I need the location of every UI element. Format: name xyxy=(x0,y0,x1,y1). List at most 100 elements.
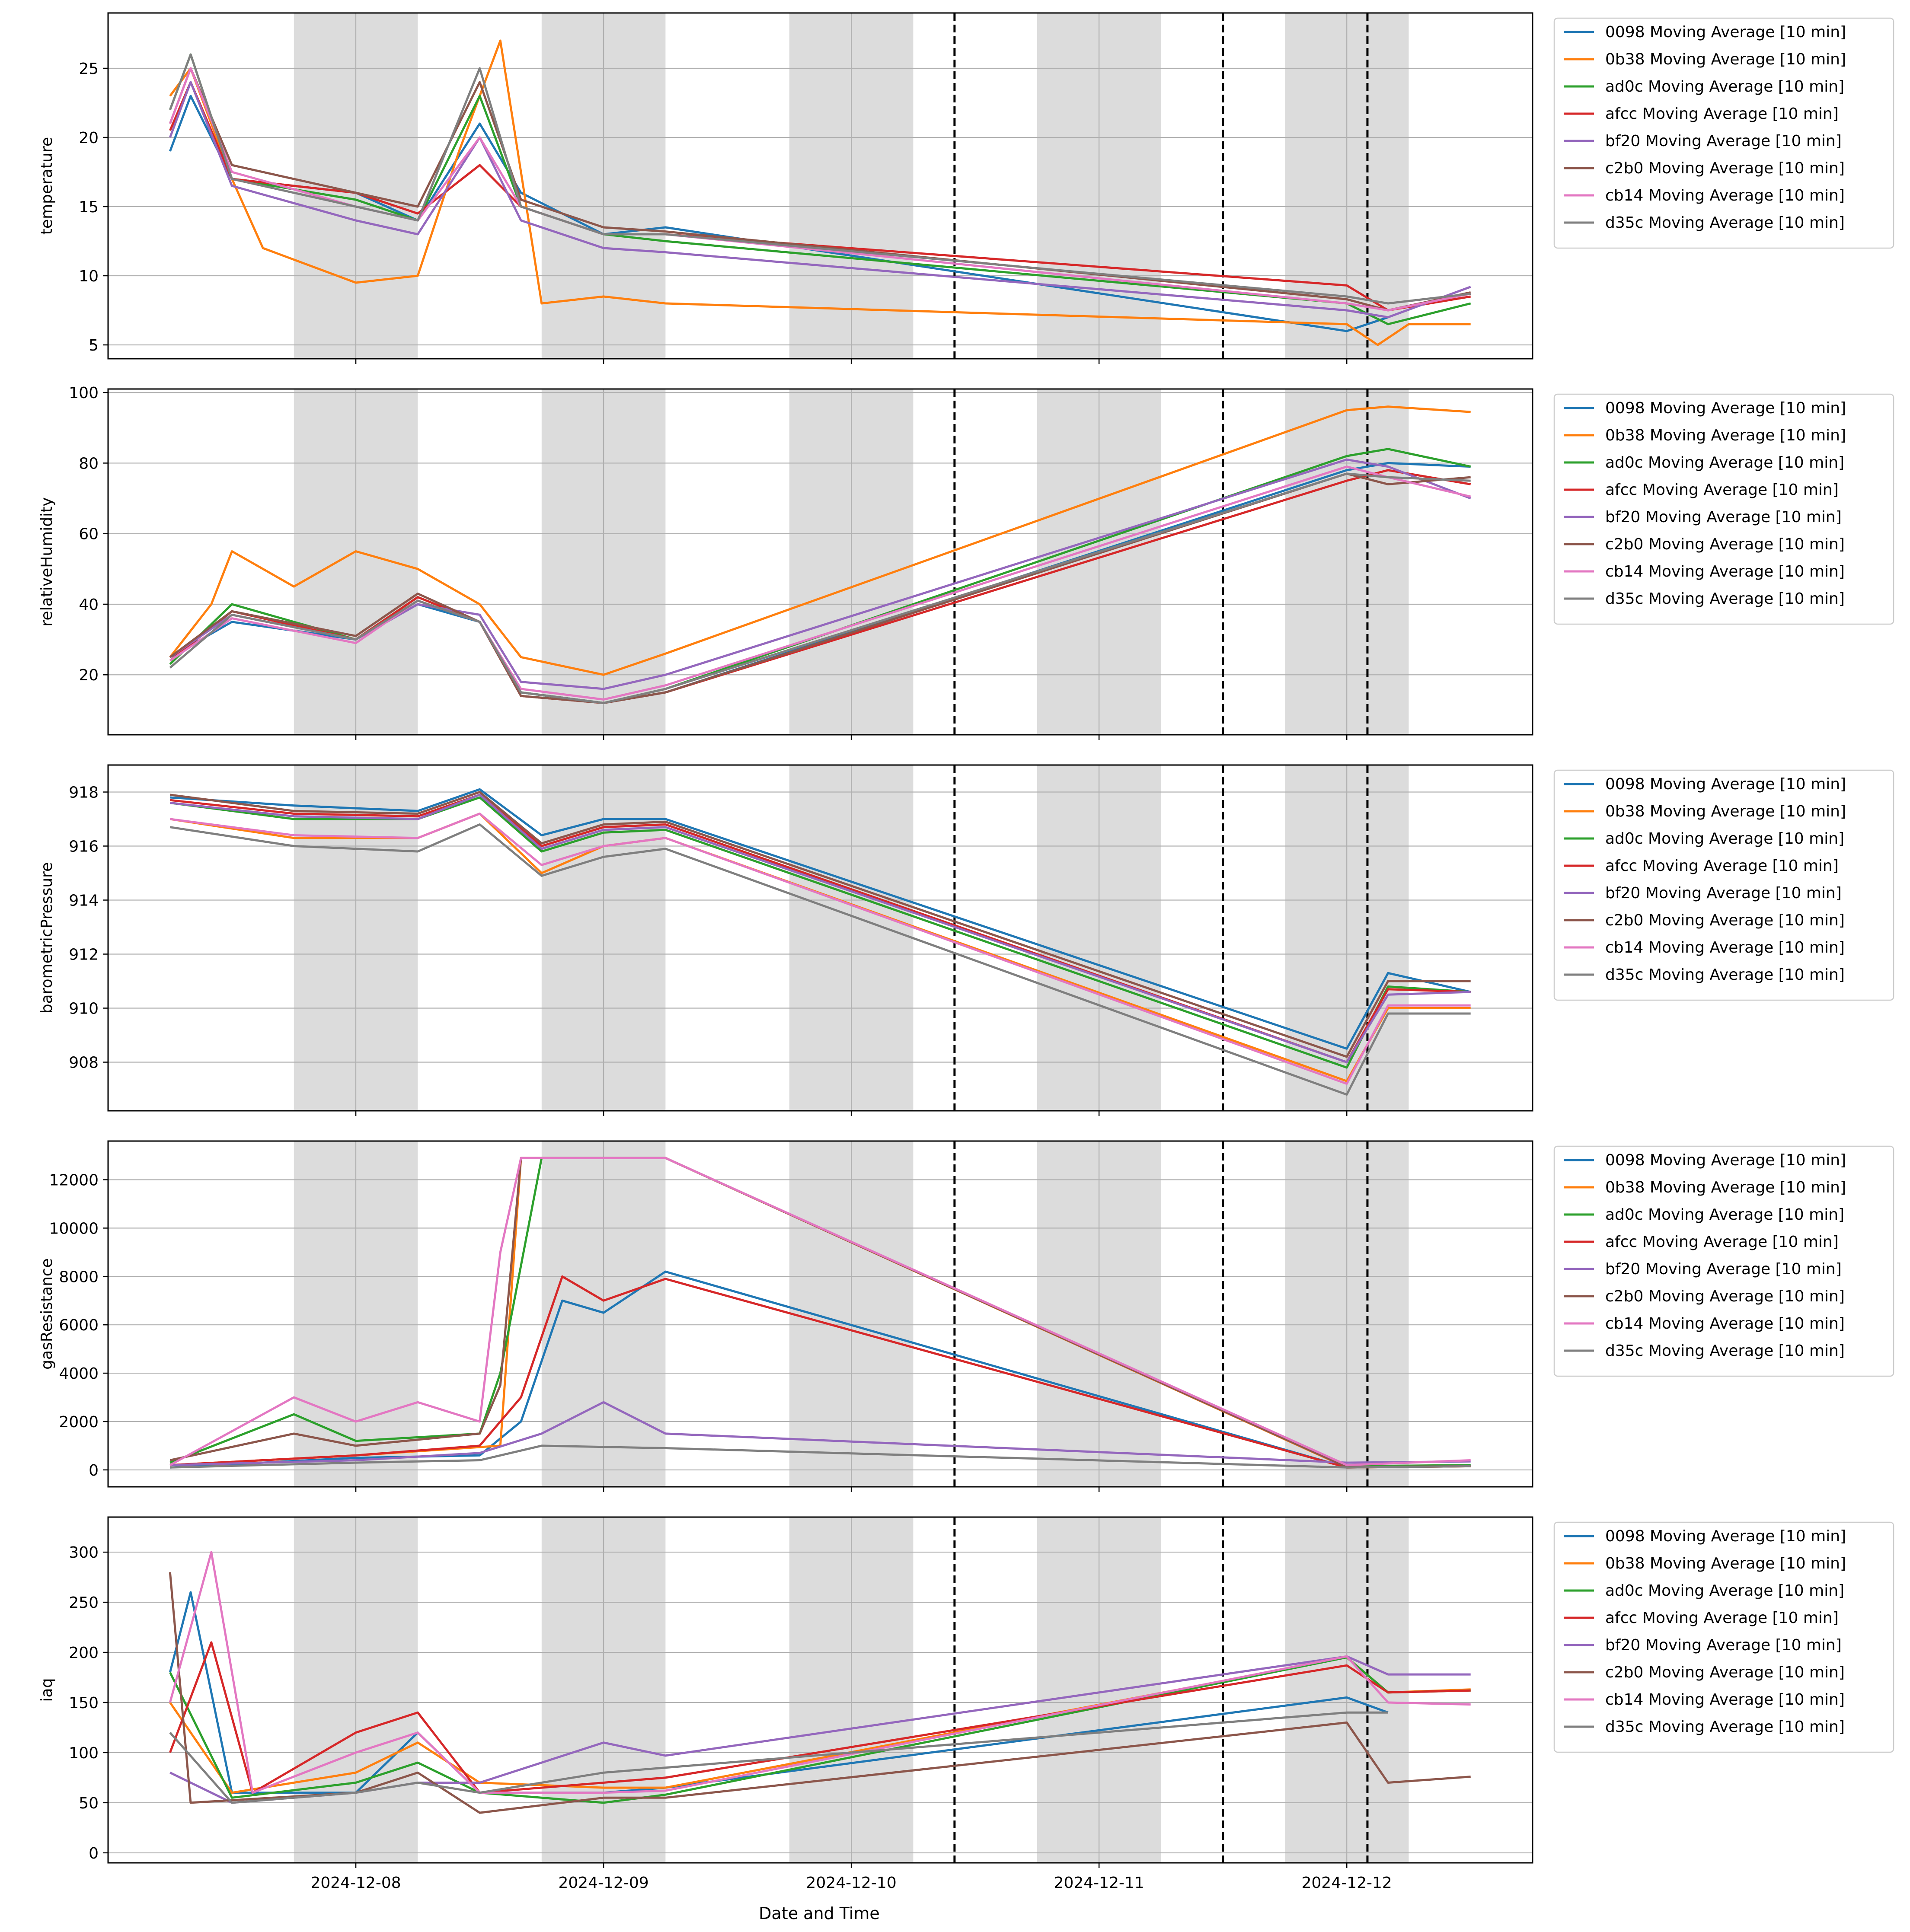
legend-entry: 0b38 Moving Average [10 min] xyxy=(1605,427,1846,444)
series-line xyxy=(169,81,1471,312)
series-line xyxy=(169,81,1471,319)
series-line xyxy=(169,1157,1471,1468)
axes-frame xyxy=(107,12,1533,360)
x-axis-label: Date and Time xyxy=(759,1904,879,1923)
legend: 0098 Moving Average [10 min] 0b38 Moving … xyxy=(1553,17,1894,249)
legend-entry: 0b38 Moving Average [10 min] xyxy=(1605,1179,1846,1196)
legend-entry: 0098 Moving Average [10 min] xyxy=(1605,399,1846,417)
legend-entry: cb14 Moving Average [10 min] xyxy=(1605,1691,1845,1709)
series-line xyxy=(169,472,1471,704)
y-tick-label: 914 xyxy=(69,892,99,910)
y-tick-label: 100 xyxy=(69,384,99,402)
legend-entry: c2b0 Moving Average [10 min] xyxy=(1605,1288,1845,1305)
axes-frame xyxy=(107,764,1533,1112)
series-line xyxy=(169,1572,1471,1814)
y-tick-label: 918 xyxy=(69,784,99,802)
y-tick-label: 50 xyxy=(79,1795,99,1812)
y-axis-label: gasResistance xyxy=(38,1258,56,1370)
y-tick-label: 60 xyxy=(79,526,99,543)
legend-entry: c2b0 Moving Average [10 min] xyxy=(1605,1664,1845,1681)
series-line xyxy=(169,1157,1471,1467)
axes-frame xyxy=(107,1516,1533,1864)
legend-entry: 0098 Moving Average [10 min] xyxy=(1605,775,1846,793)
legend-entry: 0b38 Moving Average [10 min] xyxy=(1605,803,1846,820)
x-tick-label: 2024-12-09 xyxy=(558,1874,648,1892)
y-tick-label: 300 xyxy=(69,1544,99,1562)
legend-entry: d35c Moving Average [10 min] xyxy=(1605,966,1845,984)
series-line xyxy=(169,465,1471,701)
x-tick-label: 2024-12-08 xyxy=(310,1874,401,1892)
series-line xyxy=(169,405,1471,676)
y-tick-label: 80 xyxy=(79,455,99,472)
series-line xyxy=(169,813,1471,1085)
legend-entry: c2b0 Moving Average [10 min] xyxy=(1605,159,1845,177)
series-line xyxy=(169,1656,1471,1804)
legend-entry: d35c Moving Average [10 min] xyxy=(1605,590,1845,608)
y-tick-label: 12000 xyxy=(49,1172,99,1189)
y-tick-label: 912 xyxy=(69,946,99,964)
legend-entry: ad0c Moving Average [10 min] xyxy=(1605,830,1844,848)
chart-panels: 5 10 15 20 25 temperature 0098 Moving Average … xyxy=(38,12,1894,1892)
legend-entry: bf20 Moving Average [10 min] xyxy=(1605,132,1842,150)
series-line xyxy=(170,1444,1471,1469)
legend-entry: cb14 Moving Average [10 min] xyxy=(1605,563,1845,580)
legend-entry: bf20 Moving Average [10 min] xyxy=(1605,508,1842,526)
legend: 0098 Moving Average [10 min] 0b38 Moving … xyxy=(1553,769,1894,1001)
legend-entry: d35c Moving Average [10 min] xyxy=(1605,1718,1845,1736)
y-tick-label: 5 xyxy=(89,337,99,354)
series-line xyxy=(170,1275,1471,1469)
legend-entry: bf20 Moving Average [10 min] xyxy=(1605,1260,1842,1278)
series-line xyxy=(169,53,1471,305)
series-line xyxy=(169,823,1471,1096)
legend-entry: cb14 Moving Average [10 min] xyxy=(1605,939,1845,956)
y-tick-label: 0 xyxy=(89,1845,99,1862)
legend-entry: cb14 Moving Average [10 min] xyxy=(1605,1315,1845,1333)
y-tick-label: 0 xyxy=(89,1462,99,1479)
series-line xyxy=(170,1401,1471,1467)
legend-frame xyxy=(1553,17,1894,249)
y-tick-label: 150 xyxy=(69,1694,99,1712)
x-tick-label: 2024-12-10 xyxy=(806,1874,897,1892)
legend: 0098 Moving Average [10 min] 0b38 Moving … xyxy=(1553,1145,1894,1377)
y-tick-label: 20 xyxy=(79,129,99,147)
y-axis-label: iaq xyxy=(38,1678,56,1702)
y-tick-label: 910 xyxy=(69,1000,99,1018)
legend-entry: ad0c Moving Average [10 min] xyxy=(1605,1582,1844,1600)
y-tick-label: 8000 xyxy=(59,1268,99,1286)
legend-entry: ad0c Moving Average [10 min] xyxy=(1605,78,1844,96)
y-tick-label: 20 xyxy=(79,666,99,684)
legend-entry: cb14 Moving Average [10 min] xyxy=(1605,187,1845,204)
legend-entry: afcc Moving Average [10 min] xyxy=(1605,481,1839,499)
legend-entry: bf20 Moving Average [10 min] xyxy=(1605,1636,1842,1654)
legend-entry: afcc Moving Average [10 min] xyxy=(1605,105,1839,123)
legend-frame xyxy=(1553,1145,1894,1377)
series-line xyxy=(169,791,1471,1058)
y-tick-label: 10 xyxy=(79,268,99,285)
legend: 0098 Moving Average [10 min] 0b38 Moving … xyxy=(1553,393,1894,625)
y-tick-label: 6000 xyxy=(59,1317,99,1334)
legend-entry: 0098 Moving Average [10 min] xyxy=(1605,23,1846,41)
y-tick-label: 250 xyxy=(69,1594,99,1612)
series-line xyxy=(169,67,1471,312)
legend-entry: d35c Moving Average [10 min] xyxy=(1605,1342,1845,1360)
panel-relativeHumidity: 20 40 60 80 100 relativeHumidity 0098 Moving A… xyxy=(38,384,1894,740)
legend: 0098 Moving Average [10 min] 0b38 Moving … xyxy=(1553,1521,1894,1753)
axes-frame xyxy=(107,388,1533,736)
panel-gasResistance: 0 2000 4000 6000 8000 10000 12000 gasResistance… xyxy=(38,1140,1894,1492)
panel-temperature: 5 10 15 20 25 temperature 0098 Moving Average … xyxy=(38,12,1894,364)
panel-barometricPressure: 908 910 912 914 916 918 barometricPressure 0098… xyxy=(38,764,1894,1116)
legend-frame xyxy=(1553,1521,1894,1753)
legend-entry: d35c Moving Average [10 min] xyxy=(1605,214,1845,232)
series-line xyxy=(169,472,1471,704)
legend-entry: afcc Moving Average [10 min] xyxy=(1605,1609,1839,1627)
panel-iaq: 0 50 100 150 200 250 300 2024-12-08 2024-12-09 20… xyxy=(38,1516,1894,1892)
legend-entry: c2b0 Moving Average [10 min] xyxy=(1605,536,1845,553)
legend-entry: 0b38 Moving Average [10 min] xyxy=(1605,51,1846,68)
axes-frame xyxy=(107,1140,1533,1488)
legend-entry: afcc Moving Average [10 min] xyxy=(1605,1233,1839,1251)
legend-entry: 0098 Moving Average [10 min] xyxy=(1605,1527,1846,1545)
y-tick-label: 25 xyxy=(79,60,99,78)
x-tick-label: 2024-12-11 xyxy=(1054,1874,1144,1892)
y-axis-label: temperature xyxy=(38,137,56,235)
